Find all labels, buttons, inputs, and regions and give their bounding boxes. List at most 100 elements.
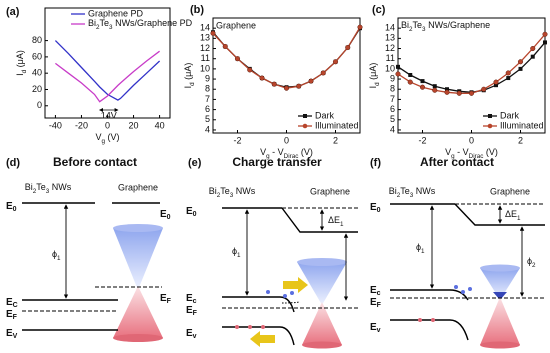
y-tick-label: 12 <box>385 43 395 53</box>
text-part: E <box>370 202 377 213</box>
marker <box>283 85 290 91</box>
text-part: 2 <box>397 192 401 199</box>
panel-label: (a) <box>6 6 20 18</box>
marker <box>468 90 475 96</box>
marker <box>518 66 523 71</box>
text-part: 0 <box>193 211 197 218</box>
chart-title: Bi2Te3 NWs/Graphene <box>401 20 490 33</box>
text-part: E <box>186 206 193 217</box>
marker <box>432 87 438 93</box>
legend-marker <box>487 123 493 129</box>
text-part: E <box>370 322 377 333</box>
text-part: NWs <box>49 182 71 192</box>
series-line <box>397 33 546 94</box>
y-tick-label: 10 <box>200 63 210 73</box>
text-part: Te <box>400 186 410 196</box>
text-part: - V <box>455 147 469 157</box>
level-label: ϕ1 <box>416 242 425 255</box>
y-tick-label: 8 <box>205 84 210 94</box>
marker <box>271 81 277 87</box>
x-tick-label: -20 <box>75 120 88 130</box>
arrow <box>250 331 275 347</box>
text-part: d <box>189 82 196 86</box>
text-part: ϕ <box>232 246 237 256</box>
text-part: F <box>167 298 172 305</box>
level-label: Ev <box>370 322 381 335</box>
marker <box>517 59 524 65</box>
legend-label: Bi2Te3 NWs/Graphene PD <box>88 18 193 31</box>
diagram-title: Charge transfer <box>232 155 322 169</box>
y-tick-label: 13 <box>385 33 395 43</box>
y-tick-label: 11 <box>201 53 210 63</box>
marker <box>445 87 449 92</box>
hole <box>248 325 252 329</box>
electron <box>461 290 465 294</box>
level <box>222 326 295 346</box>
x-tick-label: 20 <box>129 120 139 130</box>
cone <box>113 334 163 342</box>
text-part: 2 <box>217 192 221 199</box>
legend-marker <box>302 123 308 129</box>
x-tick-label: 0 <box>469 135 474 145</box>
level-label: E0 <box>6 201 17 214</box>
legend-label: Dark <box>315 110 335 120</box>
panel-label: (d) <box>6 157 20 169</box>
y-tick-label: 9 <box>390 73 395 83</box>
level-label: Ev <box>186 328 197 341</box>
text-part: NWs <box>233 186 255 196</box>
level-label: EF <box>160 293 172 306</box>
y-tick-label: 7 <box>390 94 395 104</box>
chart-title: Graphene <box>216 20 256 30</box>
text-part: 3 <box>230 192 234 199</box>
text-part: E <box>160 209 167 220</box>
material-label: Bi2Te3 NWs <box>25 182 72 195</box>
panel-label: (e) <box>188 157 202 169</box>
electron <box>266 290 270 294</box>
legend-label: Illuminated <box>500 120 544 130</box>
legend-label: Graphene PD <box>88 8 144 18</box>
hole <box>261 325 265 329</box>
text-part: NWs/Graphene <box>426 20 491 30</box>
marker <box>234 56 241 62</box>
cone <box>302 341 342 349</box>
y-tick-label: 4 <box>205 124 210 134</box>
level <box>281 301 301 304</box>
y-tick-label: 0 <box>37 100 42 110</box>
marker <box>542 31 548 37</box>
marker <box>296 83 302 89</box>
text-part: 3 <box>109 24 113 31</box>
level-label: EV <box>6 328 18 341</box>
level-label: ϕ1 <box>232 246 241 259</box>
text-part: Te <box>220 186 230 196</box>
level <box>454 203 545 226</box>
marker <box>320 70 326 76</box>
text-part: ϕ <box>416 242 421 252</box>
marker <box>456 90 462 96</box>
x-axis-label: Vg - VDirac (V) <box>260 147 313 160</box>
marker <box>494 83 498 88</box>
text-part: Bi <box>401 20 409 30</box>
y-tick-label: 5 <box>205 114 210 124</box>
text-part: (μA) <box>183 63 193 83</box>
hole <box>418 318 422 322</box>
y-tick-label: 4 <box>390 124 395 134</box>
marker <box>543 40 547 45</box>
cone <box>302 302 342 345</box>
y-axis-label: Id (μA) <box>183 63 196 89</box>
text-part: Dirac <box>284 153 299 160</box>
y-axis-label: Id (μA) <box>15 50 28 76</box>
text-part: Dirac <box>469 153 484 160</box>
text-part: Bi <box>25 182 33 192</box>
diagram-title: After contact <box>420 155 494 169</box>
text-part: ϕ <box>52 249 57 259</box>
text-part: 1 <box>237 252 241 259</box>
text-part: 3 <box>422 26 426 33</box>
legend-marker <box>488 114 492 118</box>
level-label: ϕ2 <box>527 256 536 269</box>
level-label: EC <box>6 297 18 310</box>
diagram-d: (d) Before contact Bi2Te3 NWs Graphene E… <box>6 155 172 342</box>
material-label: Bi2Te3 NWs <box>389 186 436 199</box>
text-part: Te <box>100 18 110 28</box>
